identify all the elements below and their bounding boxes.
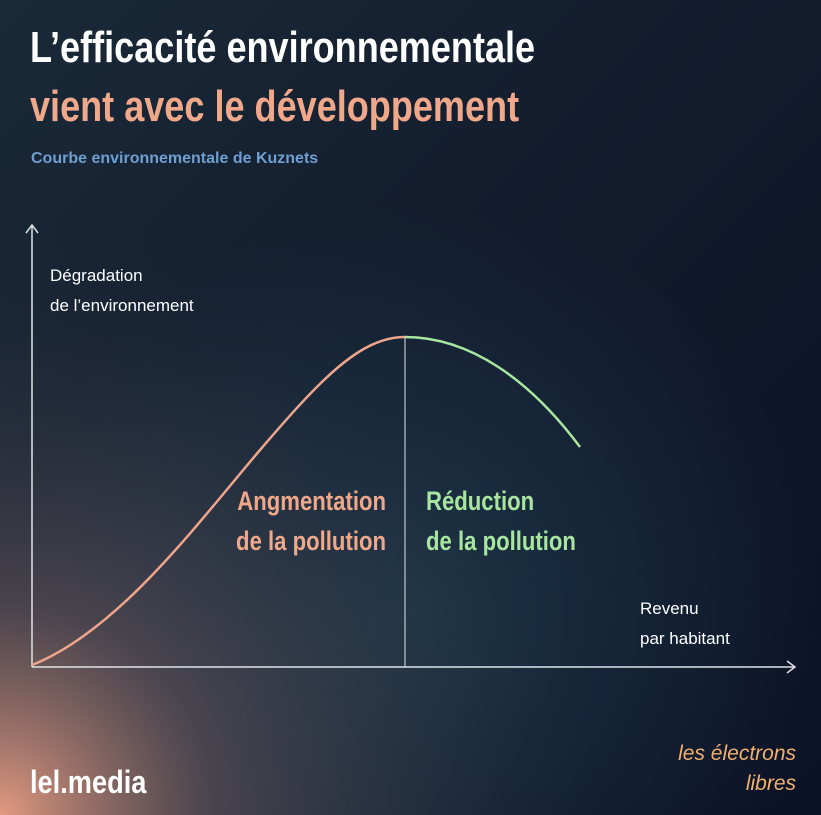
y-axis-arrow [25, 223, 39, 234]
curve-rising [31, 335, 406, 667]
y-axis-label: de l’environnement [50, 296, 194, 315]
x-axis-arrow [786, 660, 797, 674]
title: vient avec le développement [30, 82, 519, 131]
y-axis-label: Dégradation [50, 266, 143, 285]
curve-falling [404, 335, 582, 448]
logo: libres [746, 772, 797, 795]
zone-label: Angmentation [237, 487, 386, 517]
x-axis-label: Revenu [640, 599, 699, 618]
x-axis-label: par habitant [640, 629, 730, 648]
title: L’efficacité environnementale [30, 23, 535, 72]
zone-label: de la pollution [426, 527, 576, 557]
footer-site: lel.media [30, 765, 147, 801]
zone-label: Réduction [426, 487, 534, 517]
zone-label: de la pollution [236, 527, 386, 557]
logo: les électrons [678, 742, 796, 765]
subtitle: Courbe environnementale de Kuznets [31, 150, 318, 167]
